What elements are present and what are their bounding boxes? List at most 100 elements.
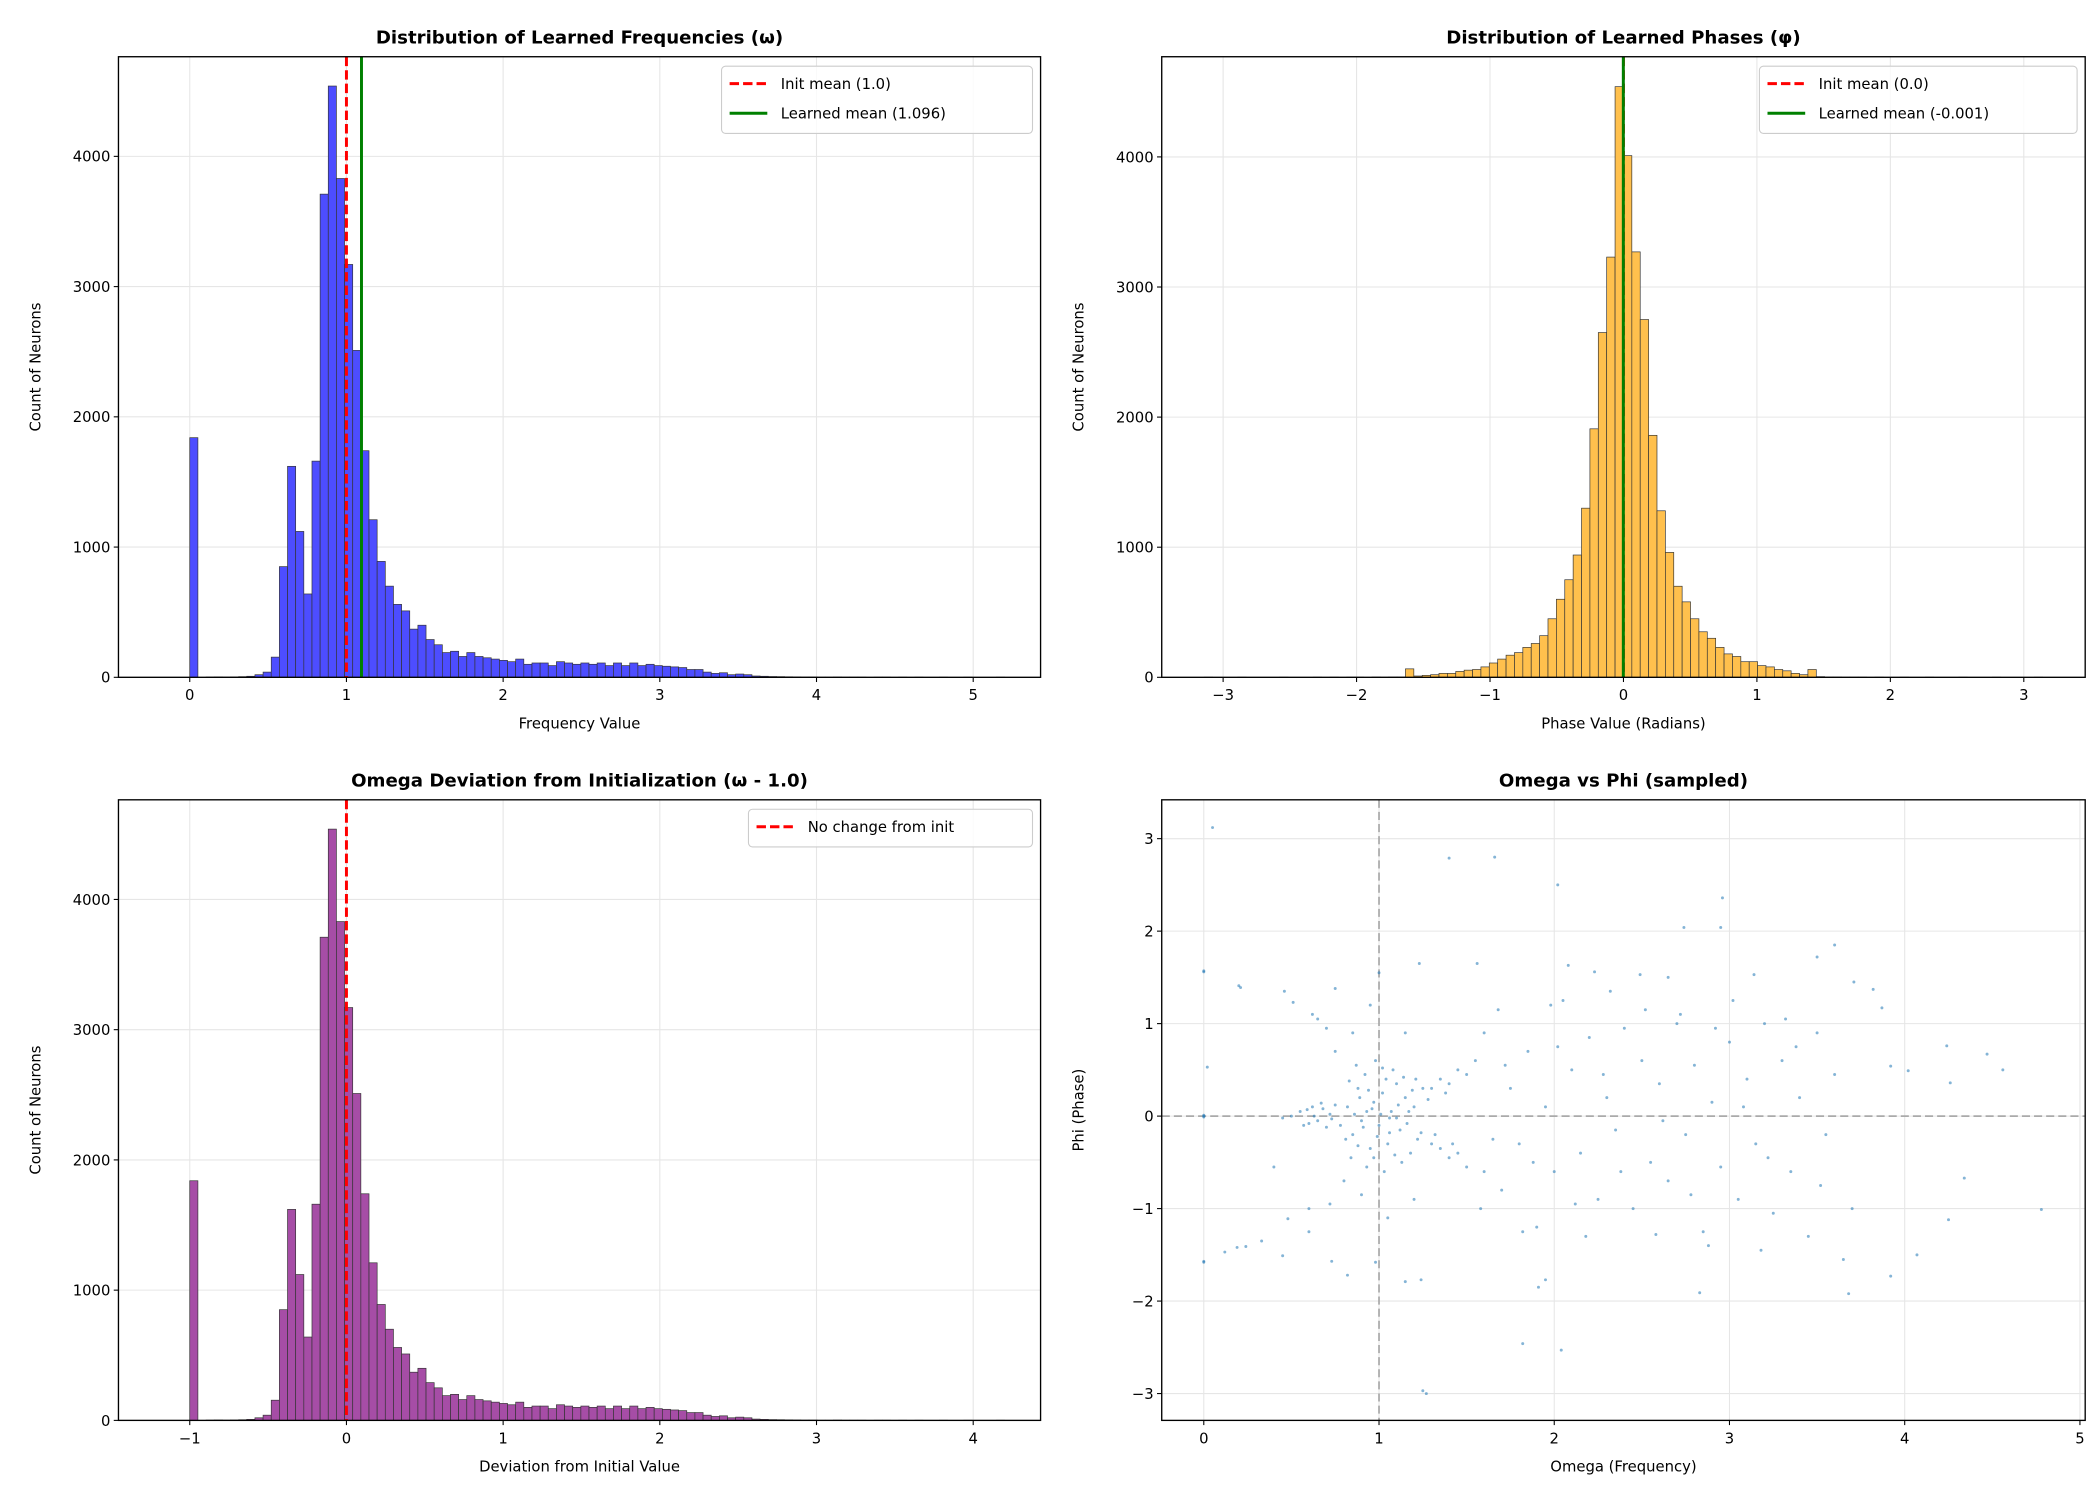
histogram-bar	[450, 1394, 459, 1421]
scatter-point	[1424, 1392, 1428, 1396]
y-tick-label: −3	[1132, 1386, 1154, 1403]
histogram-bar	[1514, 652, 1524, 678]
scatter-point	[1386, 1216, 1390, 1220]
scatter-point	[1338, 1123, 1342, 1127]
x-tick-label: 3	[2019, 687, 2028, 704]
scatter-point	[1307, 1230, 1311, 1234]
scatter-point	[1417, 962, 1421, 965]
x-tick-label: −1	[1479, 687, 1501, 704]
x-tick-label: 1	[498, 1430, 507, 1447]
scatter-point	[1351, 1031, 1355, 1035]
x-tick-label: 3	[1725, 1430, 1734, 1447]
scatter-point	[1638, 973, 1642, 977]
scatter-point	[1692, 1063, 1696, 1067]
scatter-point	[1202, 1115, 1206, 1119]
histogram-bar	[1757, 665, 1767, 678]
x-tick-label: 3	[655, 687, 664, 704]
y-tick-label: 3000	[1116, 279, 1154, 296]
axes-frame	[117, 56, 1042, 678]
histogram-bar	[547, 665, 557, 678]
scatter-point	[1622, 1026, 1626, 1030]
plot-area	[118, 799, 1041, 1421]
scatter-point	[1593, 970, 1597, 974]
scatter-point	[1698, 1291, 1702, 1295]
scatter-point	[1631, 1207, 1635, 1211]
scatter-point	[1356, 1144, 1360, 1148]
scatter-point	[1410, 1088, 1414, 1092]
scatter-point	[1260, 1239, 1264, 1243]
scatter-point	[1570, 1068, 1574, 1072]
histogram-bar	[1656, 510, 1666, 678]
scatter-point	[1403, 1280, 1407, 1284]
scatter-point	[1333, 986, 1337, 990]
histogram-bar	[262, 1414, 272, 1421]
scatter-point	[1291, 1000, 1295, 1004]
histogram-bar	[442, 652, 451, 678]
histogram-bar	[450, 650, 459, 678]
scatter-point	[1447, 856, 1451, 860]
histogram-bar	[694, 1412, 704, 1421]
histogram-bar	[621, 1408, 631, 1421]
scatter-point	[1985, 1052, 1989, 1056]
histogram-bar	[417, 1367, 427, 1421]
scatter-point	[1766, 1156, 1770, 1160]
legend: Init mean (0.0) Learned mean (-0.001)	[1758, 65, 2078, 134]
scatter-point	[1833, 943, 1837, 947]
histogram-bar	[604, 1408, 614, 1421]
histogram-bar	[564, 662, 574, 678]
scatter-point	[1608, 989, 1612, 993]
histogram-bar	[1648, 434, 1658, 678]
scatter-point	[1319, 1101, 1323, 1105]
scatter-point	[1239, 986, 1243, 990]
y-tick-label: 1000	[1116, 540, 1154, 557]
scatter-point	[1447, 1156, 1451, 1160]
scatter-point	[1815, 1031, 1819, 1035]
histogram-bar	[303, 1336, 313, 1421]
histogram-bar	[482, 657, 492, 678]
histogram-bar	[678, 1410, 688, 1421]
scatter-point	[1379, 1112, 1383, 1116]
histogram-bar	[588, 663, 598, 678]
histogram-bar	[474, 656, 484, 678]
histogram-bar	[376, 1304, 386, 1421]
y-tick-label: 0	[1144, 1108, 1153, 1125]
x-tick-label: 2	[498, 687, 507, 704]
y-axis-label: Count of Neurons	[27, 302, 44, 431]
scatter-point	[1416, 1137, 1420, 1141]
scatter-point	[1678, 1012, 1682, 1016]
histogram-bar	[1631, 251, 1641, 678]
scatter-point	[1465, 1165, 1469, 1169]
scatter-point	[1535, 1225, 1539, 1229]
histogram-bar	[1782, 670, 1792, 678]
histogram-bar	[368, 1262, 378, 1421]
histogram-bar	[588, 1407, 598, 1421]
scatter-point	[1333, 1103, 1337, 1107]
histogram-bar	[507, 661, 517, 678]
scatter-point	[1368, 1003, 1372, 1007]
histogram-bar	[694, 669, 704, 678]
histogram-bar	[523, 663, 533, 678]
scatter-point	[1654, 1233, 1658, 1236]
histogram-bar	[556, 661, 565, 678]
scatter-point	[1759, 1248, 1763, 1252]
scatter-point	[1381, 1091, 1385, 1095]
scatter-point	[1396, 1103, 1400, 1107]
scatter-point	[1752, 973, 1756, 977]
scatter-point	[1614, 1128, 1618, 1132]
histogram-bar	[1589, 428, 1599, 678]
marks	[1203, 56, 2044, 678]
legend-label: No change from init	[808, 819, 955, 836]
histogram-bar	[393, 1347, 402, 1421]
histogram-bar	[270, 1399, 280, 1421]
scatter-point	[1363, 1073, 1367, 1076]
scatter-point	[1409, 1151, 1413, 1155]
histogram-bar	[1723, 653, 1733, 678]
histogram-bar	[645, 663, 655, 678]
scatter-point	[1675, 1022, 1679, 1026]
histogram-bar	[1765, 666, 1775, 678]
scatter-point	[1517, 1142, 1521, 1146]
scatter-point	[1310, 1105, 1314, 1109]
histogram-bar	[1572, 554, 1582, 678]
scatter-point	[1403, 1096, 1407, 1100]
histogram-bar	[613, 1405, 622, 1421]
